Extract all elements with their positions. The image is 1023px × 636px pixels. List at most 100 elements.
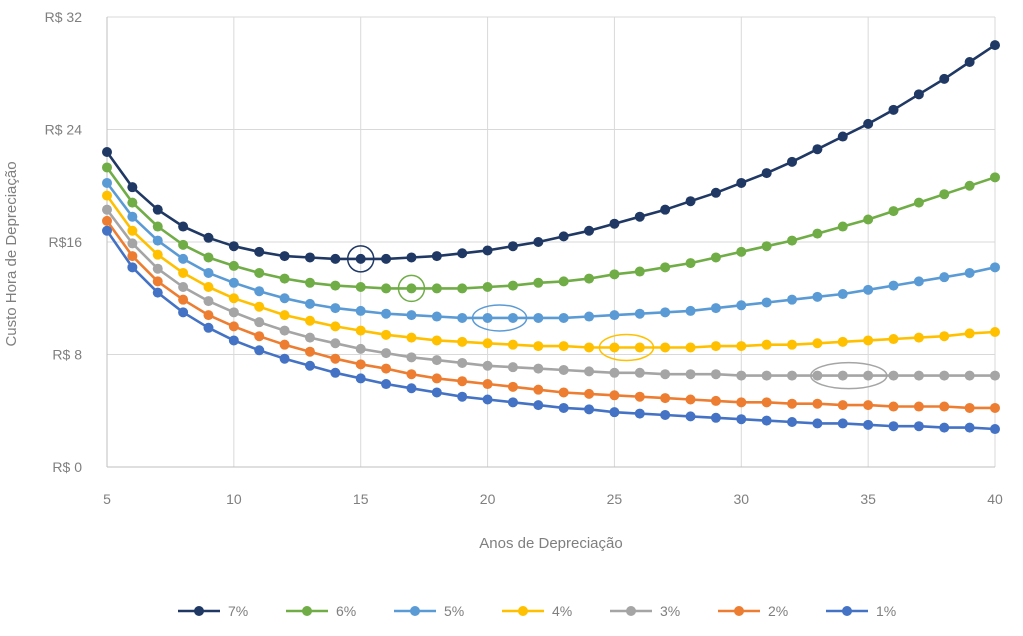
- data-point: [634, 391, 645, 402]
- data-point: [584, 342, 595, 353]
- data-point: [381, 308, 392, 319]
- data-point: [939, 73, 950, 84]
- data-point: [863, 214, 874, 225]
- data-point: [381, 329, 392, 340]
- data-point: [330, 253, 341, 264]
- data-point: [584, 273, 595, 284]
- data-point: [482, 282, 493, 292]
- data-point: [913, 276, 924, 287]
- data-point: [507, 339, 518, 350]
- y-tick-label: R$ 32: [45, 9, 83, 25]
- data-point: [355, 325, 366, 336]
- data-point: [710, 395, 721, 406]
- data-point: [254, 286, 265, 297]
- data-point: [304, 277, 315, 288]
- data-point: [228, 241, 239, 252]
- series-line: [105, 194, 997, 349]
- data-point: [685, 196, 696, 207]
- data-point: [406, 352, 417, 363]
- data-point: [178, 282, 189, 292]
- data-point: [710, 412, 721, 423]
- y-tick-label: R$ 0: [52, 459, 82, 475]
- data-point: [228, 335, 239, 346]
- legend-item: 3%: [610, 603, 680, 619]
- data-point: [431, 335, 442, 346]
- data-point: [203, 296, 214, 307]
- data-point: [609, 269, 620, 280]
- data-point: [609, 342, 620, 353]
- legend-label: 4%: [552, 603, 572, 619]
- data-point: [178, 267, 189, 278]
- data-point: [127, 211, 138, 222]
- data-point: [482, 312, 493, 323]
- data-point: [837, 289, 848, 300]
- data-point: [254, 331, 265, 342]
- data-point: [178, 221, 189, 232]
- data-point: [355, 359, 366, 370]
- data-point: [152, 204, 163, 215]
- data-point: [736, 300, 747, 311]
- data-point: [558, 387, 569, 398]
- data-point: [152, 276, 163, 287]
- data-point: [431, 373, 442, 384]
- data-point: [254, 345, 265, 356]
- data-point: [355, 282, 366, 292]
- series-1pct: [102, 225, 1000, 435]
- data-point: [330, 303, 341, 314]
- data-point: [812, 338, 823, 349]
- legend-item: 6%: [286, 603, 356, 619]
- data-point: [102, 225, 112, 236]
- data-point: [381, 283, 392, 294]
- data-point: [406, 369, 417, 380]
- legend-swatch-marker: [410, 606, 420, 616]
- data-point: [203, 310, 214, 321]
- data-point: [634, 211, 645, 222]
- data-point: [609, 367, 620, 378]
- y-tick-label: R$ 24: [45, 122, 83, 138]
- data-point: [584, 388, 595, 399]
- data-point: [304, 360, 315, 371]
- data-point: [685, 342, 696, 353]
- data-point: [787, 339, 798, 350]
- data-point: [152, 249, 163, 260]
- data-point: [761, 397, 772, 408]
- data-point: [964, 267, 975, 278]
- data-point: [178, 239, 189, 250]
- data-point: [102, 147, 112, 157]
- data-point: [558, 312, 569, 323]
- data-point: [304, 315, 315, 326]
- data-point: [964, 402, 975, 413]
- data-point: [787, 235, 798, 246]
- data-point: [990, 40, 1000, 51]
- data-point: [634, 408, 645, 419]
- data-point: [660, 204, 671, 215]
- data-point: [939, 272, 950, 283]
- data-point: [990, 402, 1000, 413]
- data-point: [863, 370, 874, 381]
- data-point: [584, 225, 595, 236]
- data-point: [964, 57, 975, 67]
- data-point: [863, 284, 874, 295]
- data-point: [406, 383, 417, 394]
- data-point: [609, 310, 620, 321]
- data-point: [558, 231, 569, 242]
- series-6pct: [102, 162, 1000, 294]
- data-point: [355, 305, 366, 316]
- data-point: [127, 225, 138, 236]
- data-point: [127, 251, 138, 262]
- x-tick-label: 20: [480, 491, 496, 507]
- legend-swatch-marker: [302, 606, 312, 616]
- data-point: [355, 343, 366, 354]
- data-point: [102, 215, 112, 226]
- data-point: [102, 177, 112, 188]
- data-point: [736, 246, 747, 257]
- data-point: [533, 277, 544, 288]
- data-point: [304, 298, 315, 309]
- data-point: [660, 307, 671, 318]
- series-line: [105, 208, 997, 377]
- data-point: [812, 144, 823, 155]
- data-point: [634, 367, 645, 378]
- x-tick-label: 30: [733, 491, 749, 507]
- series-7pct: [102, 40, 1000, 264]
- data-point: [787, 156, 798, 167]
